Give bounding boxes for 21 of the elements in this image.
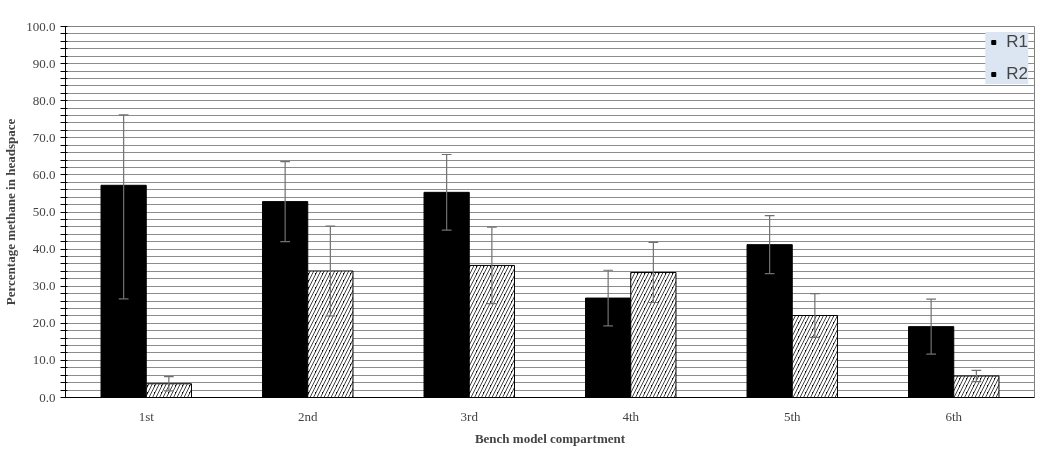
y-tick-label: 20.0 [32, 315, 56, 331]
x-tick-label: 2nd [298, 408, 318, 424]
x-tick-label: 4th [622, 408, 640, 424]
y-tick-label: 60.0 [32, 166, 56, 182]
legend-label: R1 [1006, 32, 1028, 52]
x-tick-label: 6th [945, 408, 963, 424]
x-tick-label: 5th [783, 408, 802, 424]
y-axis-title: Percentage methane in headspace [3, 118, 19, 306]
y-tick-label: 90.0 [32, 55, 56, 71]
x-tick-label: 3rd [460, 408, 479, 424]
y-tick-label: 70.0 [32, 129, 56, 145]
x-axis-title: Bench model compartment [474, 430, 626, 446]
legend-label: R2 [1006, 64, 1028, 84]
y-tick-label: 80.0 [32, 92, 56, 108]
y-tick-label: 10.0 [32, 352, 56, 368]
x-tick-label: 1st [138, 408, 155, 424]
y-tick-label: 0.0 [39, 389, 56, 405]
y-tick-label: 40.0 [32, 241, 56, 257]
y-tick-label: 30.0 [32, 278, 56, 294]
y-tick-label: 100.0 [26, 18, 56, 34]
y-tick-label: 50.0 [32, 204, 56, 219]
